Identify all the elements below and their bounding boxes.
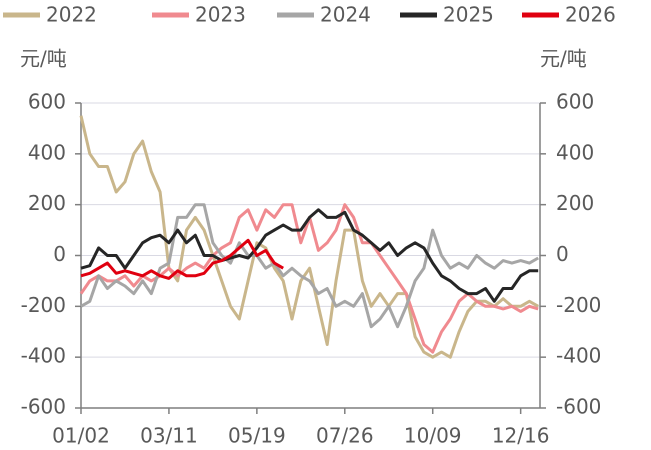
series-line	[80, 203, 539, 329]
legend-label: 2023	[195, 3, 246, 27]
series-line	[79, 115, 539, 359]
x-tick-label: 12/16	[492, 424, 550, 448]
y2-tick-label: 400	[556, 140, 594, 164]
y2-tick-label: -200	[556, 293, 601, 317]
y-tick-label: 200	[28, 191, 66, 215]
x-tick-label: 07/26	[316, 424, 374, 448]
y-tick-label: -400	[21, 344, 66, 368]
y-tick-label: 400	[28, 140, 66, 164]
legend-label: 2025	[443, 3, 494, 27]
x-tick-label: 01/02	[52, 424, 110, 448]
y2-axis-label: 元/吨	[540, 47, 587, 71]
y2-tick-label: -600	[556, 395, 601, 419]
y2-tick-label: 200	[556, 191, 594, 215]
x-tick-label: 03/11	[140, 424, 198, 448]
y-tick-label: -200	[21, 293, 66, 317]
legend-label: 2022	[46, 3, 97, 27]
series-line	[80, 208, 539, 303]
series-line	[79, 203, 539, 354]
legend-label: 2024	[320, 3, 371, 27]
legend-label: 2026	[565, 3, 616, 27]
y2-tick-label: -400	[556, 344, 601, 368]
y-tick-label: -600	[21, 395, 66, 419]
y2-tick-label: 600	[556, 90, 594, 114]
x-tick-label: 10/09	[404, 424, 462, 448]
series-line	[80, 238, 284, 280]
y-tick-label: 600	[28, 90, 66, 114]
x-tick-label: 05/19	[228, 424, 286, 448]
y-tick-label: 0	[53, 242, 66, 266]
y-axis-label: 元/吨	[20, 47, 67, 71]
y2-tick-label: 0	[556, 242, 569, 266]
